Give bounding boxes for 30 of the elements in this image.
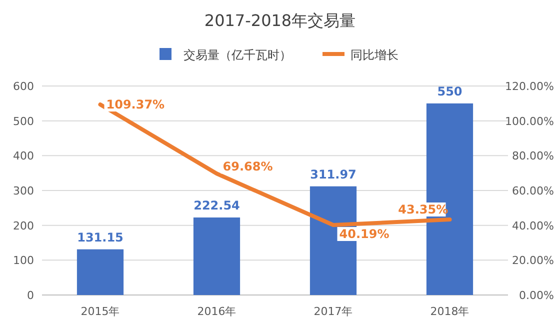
data-label: 40.19% xyxy=(339,227,390,241)
y-tick-label: 200 xyxy=(13,219,34,232)
x-tick-label: 2018年 xyxy=(430,305,470,318)
y-tick-label: 600 xyxy=(13,80,34,93)
bar xyxy=(193,217,240,295)
y2-tick-label: 60.00% xyxy=(512,184,554,198)
y2-tick-label: 40.00% xyxy=(512,219,554,232)
data-label: 311.97 xyxy=(310,167,356,182)
data-label: 69.68% xyxy=(222,160,273,174)
data-label: 109.37% xyxy=(106,98,165,112)
y-tick-label: 100 xyxy=(13,254,34,268)
y2-tick-label: 100.00% xyxy=(505,114,554,128)
legend-label: 交易量（亿千瓦时） xyxy=(184,48,292,62)
y-tick-label: 0 xyxy=(27,289,34,302)
chart-title: 2017-2018年交易量 xyxy=(204,11,356,30)
data-label: 550 xyxy=(437,84,462,98)
data-label: 131.15 xyxy=(77,230,124,244)
x-tick-label: 2015年 xyxy=(80,305,120,318)
x-tick-label: 2016年 xyxy=(197,305,236,318)
data-label: 222.54 xyxy=(194,198,240,212)
y2-tick-label: 80.00% xyxy=(512,150,554,163)
y2-tick-label: 0.00% xyxy=(519,289,554,302)
y-tick-label: 500 xyxy=(13,114,34,128)
legend-label: 同比增长 xyxy=(350,48,398,62)
x-tick-label: 2017年 xyxy=(314,305,353,318)
y2-tick-label: 20.00% xyxy=(512,254,554,268)
bar xyxy=(76,249,124,295)
y-tick-label: 300 xyxy=(13,184,34,198)
y2-tick-label: 120.00% xyxy=(505,80,554,93)
y-tick-label: 400 xyxy=(13,150,34,163)
